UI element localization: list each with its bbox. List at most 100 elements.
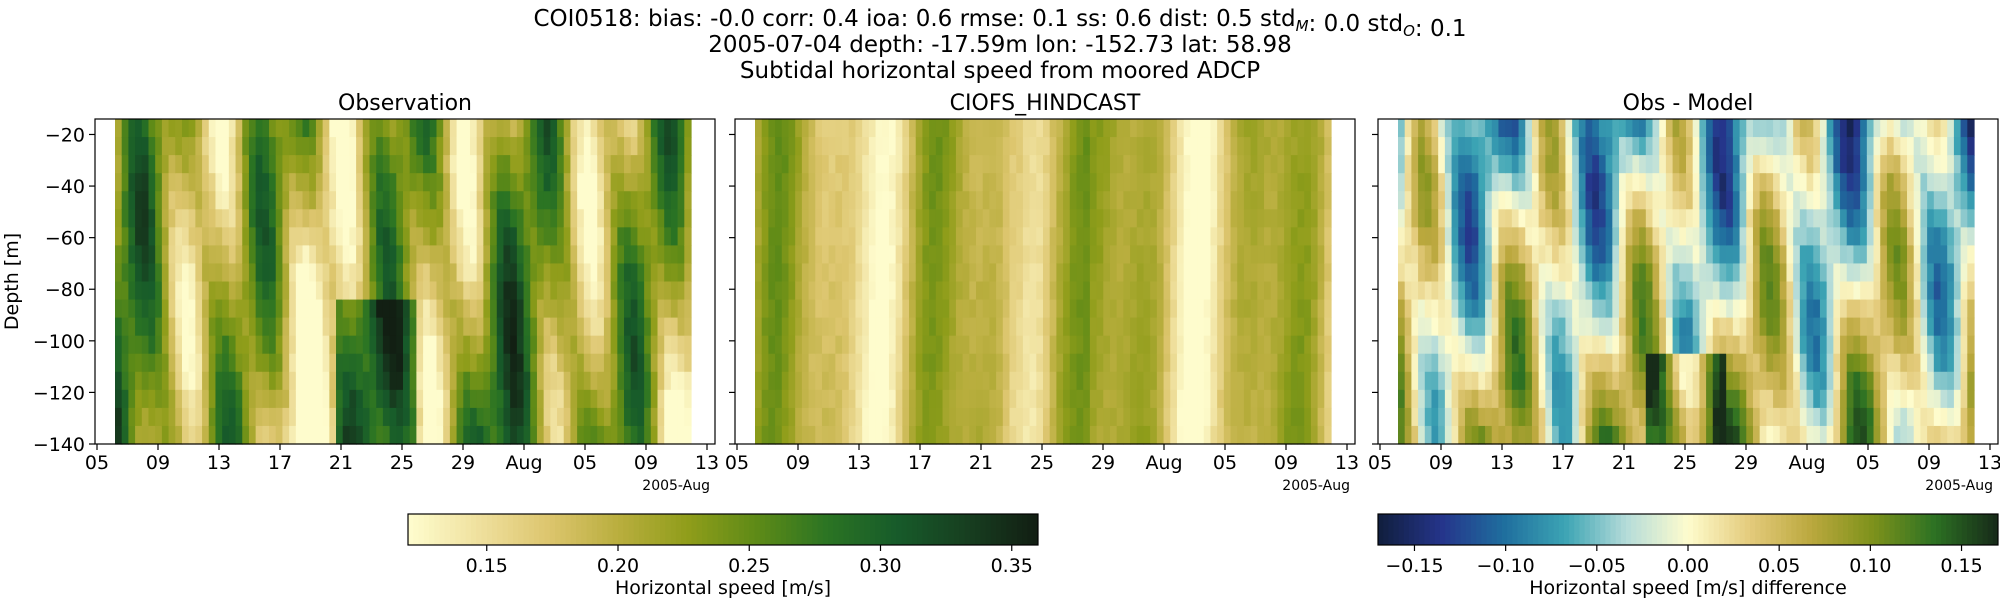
heatmap-cell	[1491, 425, 1500, 445]
heatmap-cell	[1572, 137, 1580, 156]
x-tick-label: 13	[1335, 452, 1359, 474]
heatmap-cell	[349, 173, 357, 192]
heatmap-cell	[516, 335, 525, 355]
heatmap-cell	[1545, 263, 1553, 283]
heatmap-cell	[536, 299, 545, 319]
heatmap-cell	[577, 155, 585, 174]
heatmap-cell	[1471, 299, 1479, 319]
heatmap-cell	[195, 245, 203, 265]
heatmap-cell	[436, 335, 444, 355]
heatmap-cell	[175, 191, 183, 210]
heatmap-cell	[188, 209, 196, 228]
colorbar-swatch	[1006, 514, 1013, 545]
heatmap-cell	[1043, 407, 1051, 427]
heatmap-cell	[215, 245, 223, 265]
heatmap-cell	[115, 371, 123, 391]
heatmap-cell	[1324, 371, 1332, 391]
heatmap-cell	[128, 137, 136, 156]
heatmap-cell	[1123, 119, 1131, 138]
heatmap-cell	[1083, 209, 1091, 228]
heatmap-cell	[1404, 245, 1412, 265]
heatmap-cell	[1585, 353, 1593, 373]
heatmap-cell	[1056, 137, 1064, 156]
heatmap-cell	[1773, 407, 1781, 427]
heatmap-cell	[262, 335, 270, 355]
heatmap-cell	[1726, 335, 1734, 355]
heatmap-cell	[1277, 407, 1285, 427]
heatmap-cell	[115, 119, 123, 138]
heatmap-cell	[1431, 155, 1439, 174]
heatmap-cell	[1538, 245, 1546, 265]
heatmap-cell	[436, 353, 444, 373]
heatmap-cell	[228, 227, 237, 246]
heatmap-cell	[1123, 137, 1131, 156]
heatmap-cell	[888, 317, 897, 337]
colorbar-swatch	[901, 514, 908, 545]
heatmap-cell	[322, 191, 330, 210]
heatmap-cell	[1953, 119, 1962, 138]
heatmap-cell	[1203, 299, 1212, 319]
heatmap-cell	[168, 299, 176, 319]
heatmap-cell	[1578, 281, 1587, 301]
heatmap-cell	[1203, 263, 1212, 283]
heatmap-cell	[356, 155, 364, 174]
heatmap-cell	[1726, 119, 1734, 138]
x-tick-label: 13	[1490, 452, 1514, 474]
heatmap-cell	[1183, 299, 1191, 319]
heatmap-cell	[1043, 137, 1051, 156]
heatmap-cell	[1143, 191, 1151, 210]
heatmap-cell	[563, 209, 572, 228]
heatmap-cell	[795, 353, 803, 373]
heatmap-cell	[935, 389, 944, 409]
heatmap-cell	[1900, 263, 1908, 283]
heatmap-cell	[1632, 263, 1640, 283]
colorbar-swatch	[1719, 514, 1725, 545]
heatmap-cell	[1016, 281, 1024, 301]
colorbar-swatch	[843, 514, 850, 545]
colorbar-swatch	[1605, 514, 1611, 545]
heatmap-cell	[1009, 425, 1017, 445]
heatmap-cell	[1947, 353, 1955, 373]
heatmap-cell	[670, 245, 679, 265]
heatmap-cell	[929, 191, 937, 210]
heatmap-cell	[1237, 389, 1245, 409]
heatmap-cell	[443, 245, 451, 265]
heatmap-cell	[1686, 263, 1694, 283]
heatmap-cell	[1706, 137, 1714, 156]
heatmap-cell	[1893, 317, 1901, 337]
heatmap-cell	[456, 371, 464, 391]
heatmap-cell	[935, 227, 944, 246]
heatmap-cell	[1478, 389, 1486, 409]
heatmap-cell	[1009, 245, 1017, 265]
heatmap-cell	[1766, 155, 1774, 174]
heatmap-cell	[181, 191, 190, 210]
heatmap-cell	[1531, 155, 1540, 174]
heatmap-cell	[1826, 407, 1834, 427]
heatmap-cell	[429, 353, 438, 373]
heatmap-cell	[1652, 389, 1660, 409]
heatmap-cell	[1478, 281, 1486, 301]
heatmap-cell	[1150, 407, 1158, 427]
heatmap-cell	[1317, 407, 1325, 427]
heatmap-cell	[788, 371, 796, 391]
heatmap-cell	[1083, 227, 1091, 246]
heatmap-cell	[888, 335, 897, 355]
heatmap-cell	[1398, 299, 1406, 319]
heatmap-cell	[976, 299, 984, 319]
heatmap-cell	[228, 389, 237, 409]
heatmap-cell	[862, 281, 870, 301]
heatmap-cell	[1692, 335, 1700, 355]
heatmap-cell	[1706, 335, 1714, 355]
heatmap-cell	[282, 137, 290, 156]
colorbar-swatch	[1543, 514, 1549, 545]
heatmap-cell	[1840, 371, 1848, 391]
heatmap-cell	[1056, 371, 1064, 391]
heatmap-cell	[577, 317, 585, 337]
heatmap-cell	[148, 299, 156, 319]
colorbar-swatch	[1011, 514, 1018, 545]
heatmap-cell	[1639, 299, 1647, 319]
heatmap-cell	[302, 335, 310, 355]
colorbar-swatch	[985, 514, 992, 545]
heatmap-cell	[1424, 191, 1433, 210]
heatmap-cell	[855, 425, 863, 445]
